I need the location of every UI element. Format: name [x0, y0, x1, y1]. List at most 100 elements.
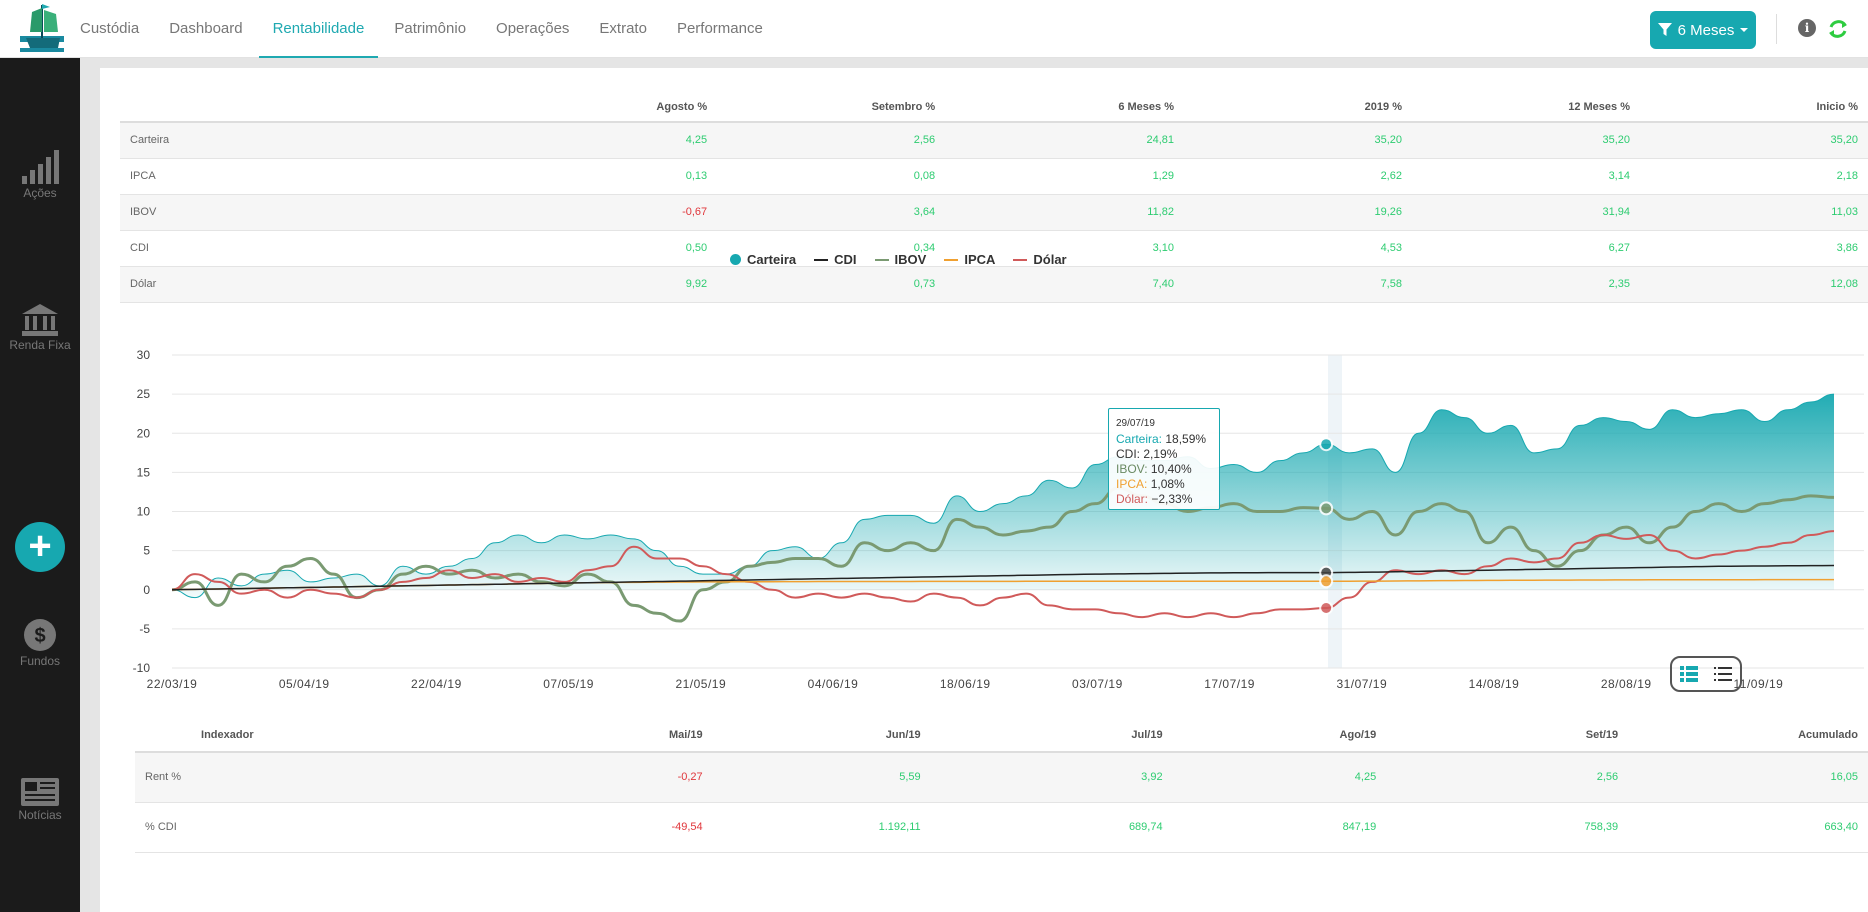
nav-item-rentabilidade[interactable]: Rentabilidade	[258, 0, 379, 58]
table-cell: 0,34	[717, 230, 946, 267]
hover-point-marker	[1319, 437, 1334, 452]
sidebar-item-fundos[interactable]: $ Fundos	[0, 618, 80, 668]
nav-item-operacoes[interactable]: Operações	[496, 19, 570, 37]
money-bag-icon: $	[24, 619, 56, 651]
row-label: Rent %	[135, 752, 264, 803]
legend-marker	[730, 254, 741, 265]
column-header[interactable]: 2019 %	[1183, 92, 1412, 123]
legend-label: CDI	[834, 252, 857, 267]
table-cell: 689,74	[930, 802, 1173, 853]
tooltip-value: 2,19%	[1143, 447, 1178, 461]
legend-item[interactable]: Carteira	[730, 252, 796, 267]
filter-icon	[1657, 23, 1672, 36]
table-cell: 2,62	[1183, 158, 1412, 195]
tooltip-label: IBOV:	[1116, 462, 1148, 476]
bank-icon	[22, 304, 58, 336]
x-tick-label: 14/08/19	[1469, 677, 1520, 691]
table-cell: 847,19	[1172, 802, 1387, 853]
legend-item[interactable]: IBOV	[874, 252, 926, 267]
simple-list-icon[interactable]	[1714, 667, 1732, 681]
column-header[interactable]	[120, 92, 490, 123]
period-filter-label: 6 Meses	[1677, 21, 1735, 39]
x-tick-label: 03/07/19	[1072, 677, 1123, 691]
table-cell: 24,81	[945, 122, 1184, 159]
sidebar-item-acoes[interactable]: Ações	[0, 150, 80, 200]
table-cell: 3,10	[945, 230, 1184, 267]
table-cell: 2,56	[1386, 752, 1629, 803]
chart-tooltip: 29/07/19 Carteira: 18,59% CDI: 2,19% IBOV:…	[1108, 408, 1220, 510]
sidebar-item-renda-fixa[interactable]: Renda Fixa	[0, 304, 80, 352]
column-header[interactable]: Mai/19	[263, 718, 713, 753]
detail-list-icon[interactable]	[1680, 666, 1698, 682]
table-cell: 16,05	[1628, 752, 1868, 803]
nav-item-performance[interactable]: Performance	[676, 19, 763, 37]
legend-label: Carteira	[747, 252, 797, 267]
table-row: Rent % -0,27 5,59 3,92 4,25 2,56 16,05	[135, 752, 1868, 803]
table-cell: 4,53	[1183, 230, 1412, 267]
table-cell: 19,26	[1183, 194, 1412, 231]
table-cell: -49,54	[263, 802, 713, 853]
table-cell: 0,13	[489, 158, 718, 195]
legend-marker	[874, 258, 889, 261]
table-cell: 1,29	[945, 158, 1184, 195]
add-button[interactable]: +	[15, 522, 65, 572]
legend-item[interactable]: CDI	[814, 252, 857, 267]
row-label: IPCA	[120, 158, 490, 195]
x-tick-label: 11/09/19	[1733, 677, 1783, 691]
performance-chart: 30 25 20 15 10 5 0 -5 -10 22/03/19 05/04/19 22/04/1…	[133, 348, 1864, 691]
table-cell: 3,92	[930, 752, 1173, 803]
row-label: CDI	[120, 230, 490, 267]
tooltip-value: −2,33%	[1151, 492, 1193, 506]
nav-item-dashboard[interactable]: Dashboard	[169, 19, 243, 37]
table-row: IBOV -0,67 3,64 11,82 19,26 31,94 11,03	[120, 194, 1868, 231]
main-nav: Custódia Dashboard Rentabilidade Patrimônio…	[80, 0, 793, 58]
period-filter-button[interactable]: 6 Meses	[1650, 11, 1756, 49]
y-tick-label: -5	[139, 622, 150, 636]
column-header[interactable]: 6 Meses %	[945, 92, 1184, 123]
view-toggle[interactable]	[1670, 656, 1742, 692]
sidebar-item-noticias[interactable]: Notícias	[0, 778, 80, 822]
column-header[interactable]: Agosto %	[489, 92, 718, 123]
hover-point-marker	[1319, 501, 1334, 516]
column-header[interactable]: Indexador	[135, 718, 264, 753]
nav-item-patrimonio[interactable]: Patrimônio	[394, 19, 467, 37]
x-tick-label: 05/04/19	[279, 677, 330, 691]
legend-item[interactable]: IPCA	[944, 252, 995, 267]
column-header[interactable]: Setembro %	[717, 92, 946, 123]
column-header[interactable]: Inicio %	[1639, 92, 1868, 123]
info-icon[interactable]: i	[1798, 19, 1816, 37]
sidebar: Ações Renda Fixa + $ Fundos Notícias	[0, 58, 80, 912]
x-tick-label: 04/06/19	[808, 677, 859, 691]
nav-item-extrato[interactable]: Extrato	[599, 19, 647, 37]
nav-item-custodia[interactable]: Custódia	[80, 19, 140, 37]
table-header-row: Indexador Mai/19 Jun/19 Jul/19 Ago/19 Set/19 A…	[135, 718, 1868, 753]
y-tick-label: 20	[137, 426, 151, 440]
top-separator	[1776, 14, 1777, 44]
monthly-table: Indexador Mai/19 Jun/19 Jul/19 Ago/19 Set/19 A…	[135, 718, 1868, 853]
refresh-icon[interactable]	[1826, 17, 1850, 41]
table-cell: 31,94	[1411, 194, 1640, 231]
y-tick-label: 5	[143, 544, 150, 558]
column-header[interactable]: Jun/19	[712, 718, 931, 753]
row-label: Carteira	[120, 122, 490, 159]
sidebar-item-label: Fundos	[19, 654, 61, 668]
table-cell: 2,18	[1639, 158, 1868, 195]
column-header[interactable]: Acumulado	[1628, 718, 1868, 753]
ship-logo-icon[interactable]	[20, 2, 64, 54]
table-cell: 1.192,11	[712, 802, 931, 853]
tooltip-date: 29/07/19	[1116, 418, 1155, 429]
table-row: Dólar 9,92 0,73 7,40 7,58 2,35 12,08	[120, 266, 1868, 303]
tooltip-label: Carteira:	[1116, 432, 1163, 446]
caret-down-icon	[1740, 28, 1749, 32]
table-header-row: Agosto % Setembro % 6 Meses % 2019 % 12 Mese…	[120, 92, 1868, 123]
column-header[interactable]: Jul/19	[930, 718, 1173, 753]
newspaper-icon	[21, 778, 59, 806]
column-header[interactable]: Set/19	[1386, 718, 1629, 753]
legend-label: Dólar	[1033, 252, 1067, 267]
row-label: IBOV	[120, 194, 490, 231]
legend-item[interactable]: Dólar	[1013, 252, 1067, 267]
column-header[interactable]: 12 Meses %	[1411, 92, 1640, 123]
table-cell: 3,14	[1411, 158, 1640, 195]
column-header[interactable]: Ago/19	[1172, 718, 1387, 753]
tooltip-label: Dólar:	[1116, 492, 1149, 506]
